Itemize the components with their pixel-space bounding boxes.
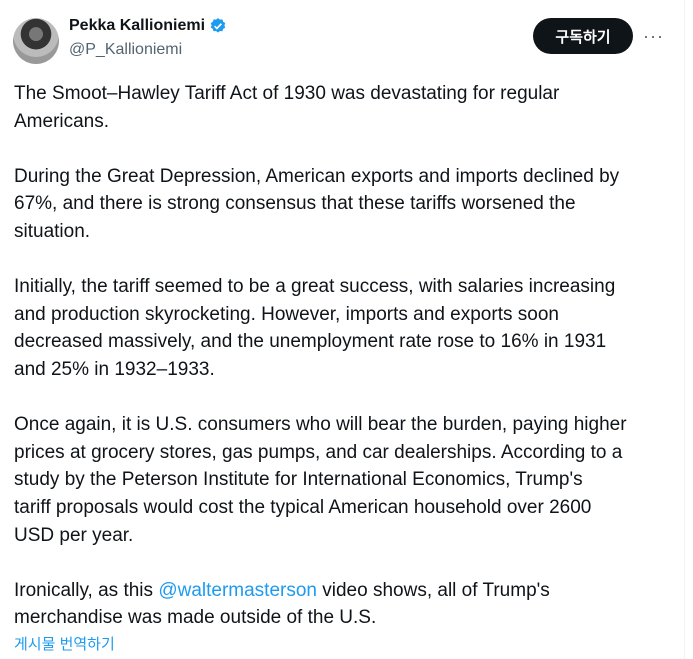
post-line: Once again, it is U.S. consumers who wil…: [14, 414, 627, 436]
verified-badge-icon: [210, 18, 226, 33]
post-line: merchandise was made outside of the U.S.: [14, 607, 377, 629]
post-paragraph: The Smoot–Hawley Tariff Act of 1930 was …: [14, 80, 627, 135]
post-text: The Smoot–Hawley Tariff Act of 1930 was …: [14, 80, 627, 659]
column-border: [684, 0, 685, 659]
post-line: USD per year.: [14, 524, 134, 546]
post-line: The Smoot–Hawley Tariff Act of 1930 was …: [14, 83, 560, 104]
more-options-icon[interactable]: ···: [643, 26, 664, 46]
post-paragraph: Once again, it is U.S. consumers who wil…: [14, 411, 627, 549]
post-line: decreased massively, and the unemploymen…: [14, 331, 607, 353]
subscribe-button[interactable]: 구독하기: [533, 18, 633, 54]
post-line: situation.: [14, 220, 91, 242]
avatar[interactable]: [13, 18, 59, 64]
post-line: Ironically, as this @waltermasterson vid…: [14, 577, 627, 605]
post-line: prices at grocery stores, gas pumps, and…: [14, 441, 623, 463]
text-segment: video shows, all of Trump's: [316, 579, 550, 601]
translate-post-link[interactable]: 게시물 번역하기: [14, 636, 115, 653]
author-handle[interactable]: @P_Kallioniemi: [69, 41, 183, 58]
post-line: During the Great Depression, American ex…: [14, 165, 620, 187]
post-line: study by the Peterson Institute for Inte…: [14, 469, 583, 491]
post-line: and 25% in 1932–1933.: [14, 358, 215, 380]
post-line: 67%, and there is strong consensus that …: [14, 193, 576, 215]
author-name-text: Pekka Kallioniemi: [69, 17, 206, 34]
post-line: and production skyrocketing. However, im…: [14, 303, 559, 325]
post-line: Initially, the tariff seemed to be a gre…: [14, 276, 616, 298]
post-line: Americans.: [14, 110, 110, 132]
post-paragraph: Initially, the tariff seemed to be a gre…: [14, 273, 627, 383]
post-paragraph: Ironically, as this @waltermasterson vid…: [14, 577, 627, 632]
text-segment: Ironically, as this: [14, 579, 159, 601]
author-name[interactable]: Pekka Kallioniemi: [69, 17, 227, 35]
post-paragraph: During the Great Depression, American ex…: [14, 163, 627, 246]
post-line: tariff proposals would cost the typical …: [14, 496, 592, 518]
mention-link[interactable]: @waltermasterson: [158, 579, 317, 601]
